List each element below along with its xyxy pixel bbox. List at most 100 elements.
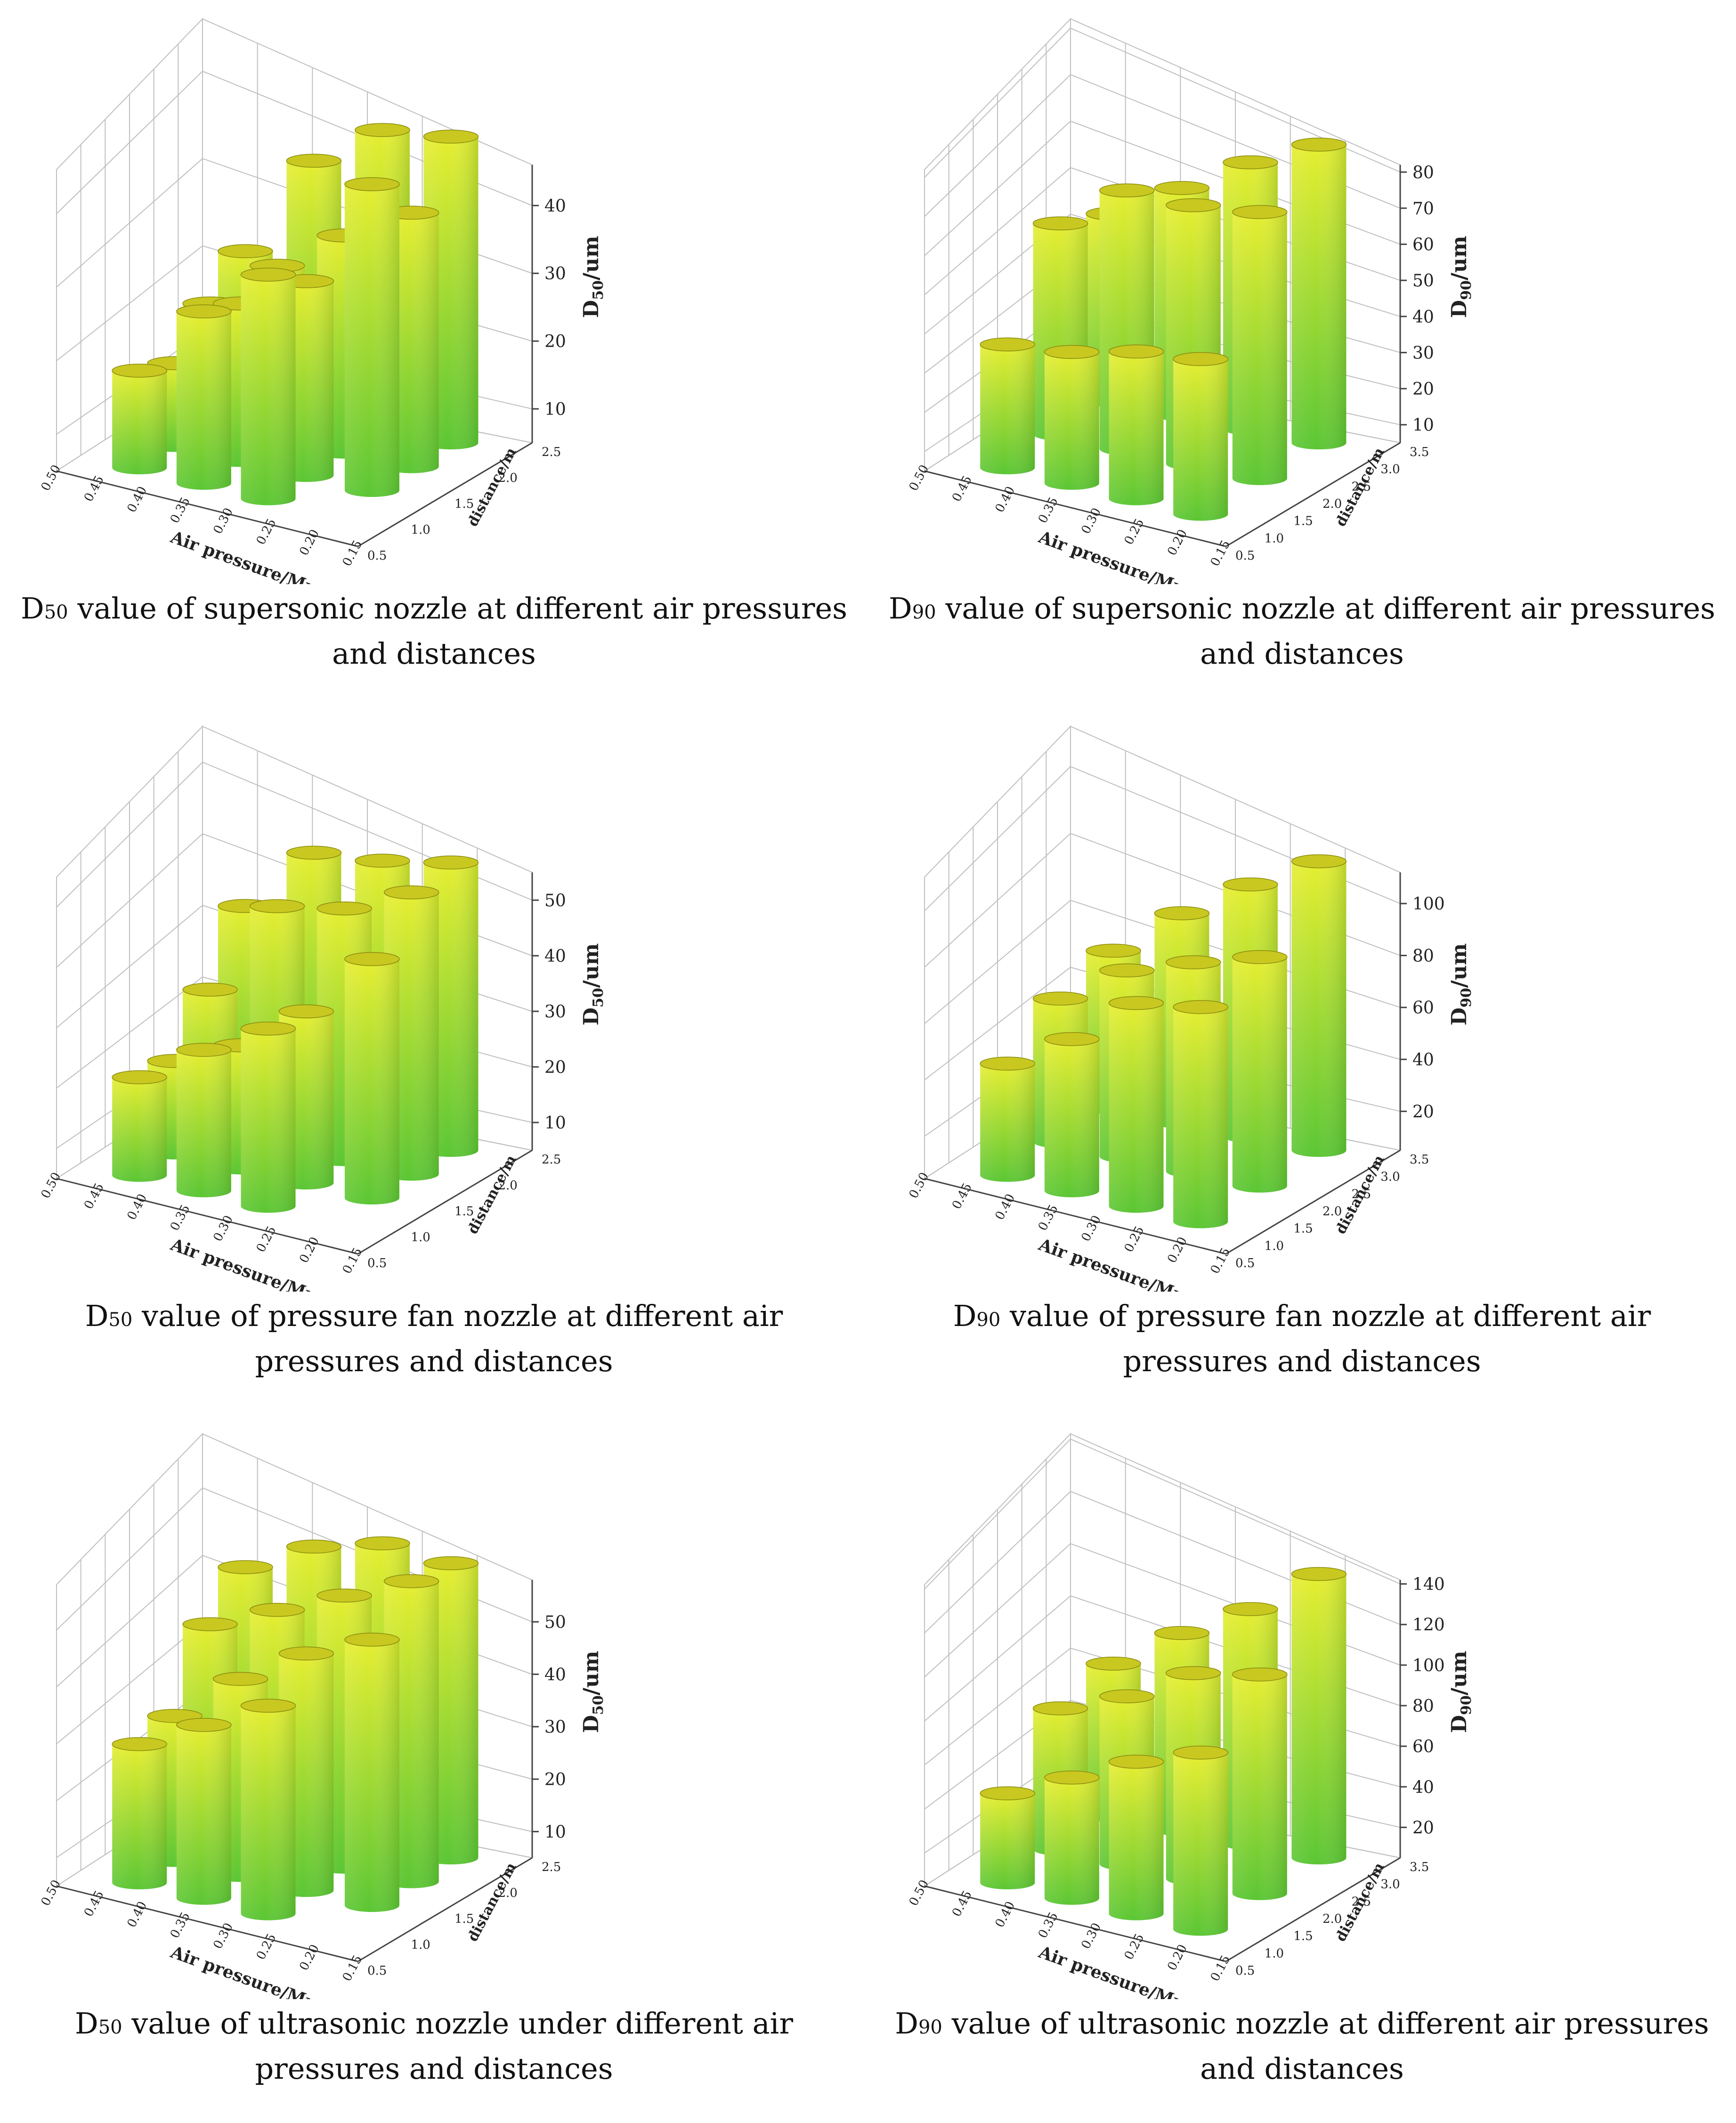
bar-10m-4 bbox=[1173, 1000, 1228, 1228]
bar-cap bbox=[423, 855, 479, 870]
bar-cap bbox=[1232, 950, 1288, 964]
y-tick-label: 3.5 bbox=[1410, 445, 1429, 459]
bar-cap bbox=[1099, 1689, 1155, 1703]
z-tick-label: 20 bbox=[1412, 380, 1434, 399]
z-tick-label: 40 bbox=[1412, 1778, 1434, 1797]
z-tick-label: 80 bbox=[1412, 163, 1434, 182]
bar-10m-3 bbox=[1108, 996, 1164, 1213]
y-tick-label: 2.5 bbox=[542, 1860, 561, 1874]
chart-panel-5: 10 20 30 40 50 D50/um 0.50 0.45 0.40 0.35 0.30 0.25… bbox=[0, 1415, 868, 2123]
chart-panel-4: 20 40 60 80 100 D90/um 0.50 0.45 0.40 0.35 0.30 0.2… bbox=[868, 708, 1736, 1415]
bar-05m-1 bbox=[112, 364, 167, 474]
bar-cap bbox=[286, 1539, 342, 1554]
bar-10m-1 bbox=[980, 1786, 1035, 1889]
chart-panel-2: 10 20 30 40 50 60 70 80 D90/um 0.50 0.45 0.40 0.35 0.… bbox=[868, 0, 1736, 708]
bar-cap bbox=[212, 1672, 268, 1686]
z-tick-label: 40 bbox=[1412, 1050, 1434, 1070]
y-tick-label: 2.5 bbox=[1352, 1187, 1371, 1201]
bar-10m-1 bbox=[980, 337, 1035, 474]
bar-cap bbox=[344, 1633, 400, 1647]
bar-cap bbox=[1044, 345, 1100, 359]
chart-caption: D90 value of ultrasonic nozzle at differ… bbox=[895, 2006, 1709, 2086]
y-tick-label: 2.5 bbox=[1352, 480, 1371, 494]
bar-cap bbox=[1223, 155, 1278, 170]
y-tick-label: 2.0 bbox=[498, 471, 518, 485]
bar-cap bbox=[176, 1718, 232, 1732]
y-tick-label: 3.5 bbox=[1410, 1153, 1429, 1167]
z-tick-label: 40 bbox=[1412, 308, 1434, 327]
y-axis-label: distance/m bbox=[1332, 1860, 1388, 1944]
bar-cap bbox=[1108, 996, 1164, 1010]
chart-caption: D90 value of supersonic nozzle at differ… bbox=[889, 591, 1715, 671]
bar-cap bbox=[1032, 216, 1088, 230]
y-tick-label: 3.0 bbox=[1380, 1170, 1400, 1184]
z-tick-label: 60 bbox=[1412, 999, 1434, 1018]
bar-cap bbox=[278, 1646, 334, 1661]
y-axis-label: distance/m bbox=[1332, 1152, 1388, 1236]
z-tick-label: 120 bbox=[1412, 1616, 1445, 1635]
bar-cap bbox=[112, 1737, 167, 1751]
bar-cap bbox=[1032, 1701, 1088, 1716]
bar-05m-3 bbox=[240, 268, 296, 505]
z-tick-label: 10 bbox=[544, 1114, 566, 1133]
bar-cap bbox=[1165, 1666, 1221, 1680]
y-axis-label: distance/m bbox=[464, 1152, 520, 1236]
bar-10m-4 bbox=[1173, 352, 1228, 521]
bar-05m-2 bbox=[176, 304, 232, 490]
bar-cap bbox=[980, 1057, 1035, 1071]
y-axis-label: distance/m bbox=[464, 445, 520, 529]
y-tick-label: 1.0 bbox=[411, 523, 430, 537]
bar-10m-4 bbox=[344, 952, 400, 1204]
bar-cap bbox=[182, 983, 238, 997]
bar-05m-3 bbox=[240, 1699, 296, 1920]
z-axis-label: D90/um bbox=[1447, 943, 1475, 1025]
bar-05m-2 bbox=[176, 1043, 232, 1197]
z-tick-label: 20 bbox=[1412, 1102, 1434, 1122]
y-tick-label: 3.5 bbox=[1410, 1860, 1429, 1874]
bar-10m-4 bbox=[1173, 1745, 1228, 1936]
chart-caption: D50 value of pressure fan nozzle at diff… bbox=[85, 1299, 783, 1378]
z-tick-label: 10 bbox=[544, 400, 566, 419]
bar-30m-4 bbox=[1291, 1567, 1347, 1865]
y-tick-label: 1.0 bbox=[1265, 531, 1284, 545]
bar-cap bbox=[1154, 906, 1210, 920]
x-tick-label: 0.50 bbox=[907, 1878, 932, 1908]
bar-cap bbox=[218, 244, 273, 259]
y-tick-label: 1.5 bbox=[1293, 1222, 1313, 1236]
z-axis-label: D50/um bbox=[579, 1651, 607, 1733]
y-tick-label: 1.0 bbox=[411, 1230, 430, 1245]
bar-20m-4 bbox=[1232, 1667, 1288, 1900]
bar-cap bbox=[980, 1786, 1035, 1800]
bar-cap bbox=[249, 899, 305, 913]
z-tick-label: 80 bbox=[1412, 1697, 1434, 1716]
bar-cap bbox=[355, 123, 410, 137]
z-axis-label: D90/um bbox=[1447, 1651, 1475, 1733]
bar-cap bbox=[316, 1588, 372, 1602]
x-tick-label: 0.50 bbox=[907, 1170, 932, 1201]
bar-cap bbox=[1291, 138, 1347, 152]
z-tick-label: 20 bbox=[1412, 1818, 1434, 1838]
bar-cap bbox=[355, 854, 410, 868]
bar-cap bbox=[176, 1043, 232, 1057]
bar-cap bbox=[1232, 205, 1288, 219]
z-tick-label: 60 bbox=[1412, 1737, 1434, 1757]
bar-cap bbox=[1223, 877, 1278, 892]
y-tick-label: 1.0 bbox=[1265, 1239, 1284, 1253]
bar-20m-4 bbox=[1232, 205, 1288, 485]
bar-cap bbox=[423, 130, 479, 144]
y-tick-label: 0.5 bbox=[367, 1964, 387, 1978]
chart-caption: D90 value of pressure fan nozzle at diff… bbox=[953, 1299, 1651, 1378]
y-tick-label: 2.0 bbox=[1322, 497, 1342, 511]
y-tick-label: 2.5 bbox=[542, 1153, 561, 1167]
bar-cap bbox=[240, 1021, 296, 1036]
bar-cap bbox=[383, 1574, 439, 1588]
y-tick-label: 2.0 bbox=[498, 1886, 518, 1900]
y-tick-label: 0.5 bbox=[1235, 549, 1255, 563]
bar-cap bbox=[316, 901, 372, 916]
z-tick-label: 20 bbox=[544, 1058, 566, 1077]
z-tick-label: 30 bbox=[544, 1002, 566, 1022]
bar-cap bbox=[1099, 963, 1155, 977]
y-tick-label: 2.5 bbox=[542, 445, 561, 459]
chart-panel-6: 20 40 60 80 100 120 140 D90/um 0.50 0.45 0.40 0.35 0… bbox=[868, 1415, 1736, 2123]
